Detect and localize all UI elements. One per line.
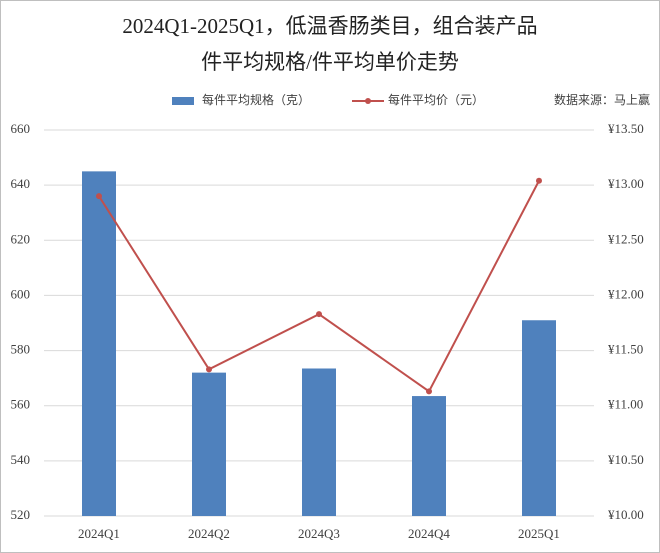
- y-tick-label: 520: [11, 507, 31, 522]
- y2-tick-label: ¥11.50: [608, 342, 643, 357]
- x-tick-label: 2024Q4: [408, 526, 450, 541]
- chart-title: 件平均规格/件平均单价走势: [201, 50, 459, 74]
- x-tick-label: 2025Q1: [518, 526, 560, 541]
- legend-swatch: [365, 98, 371, 104]
- y-tick-label: 640: [11, 176, 31, 191]
- line-marker: [316, 311, 322, 318]
- y2-tick-label: ¥12.50: [608, 231, 644, 246]
- chart-title: 2024Q1-2025Q1，低温香肠类目，组合装产品: [122, 14, 537, 38]
- line-marker: [426, 388, 432, 395]
- x-tick-label: 2024Q2: [188, 526, 230, 541]
- y-tick-label: 660: [11, 121, 31, 136]
- line-marker: [536, 177, 542, 184]
- bar: [82, 171, 116, 516]
- y2-tick-label: ¥10.00: [608, 507, 644, 522]
- y2-tick-label: ¥13.00: [608, 176, 644, 191]
- y2-tick-label: ¥12.00: [608, 286, 644, 301]
- bar: [192, 372, 226, 516]
- x-tick-label: 2024Q3: [298, 526, 340, 541]
- y-tick-label: 600: [11, 286, 31, 301]
- bar: [412, 396, 446, 516]
- bar: [522, 320, 556, 516]
- legend-label: 每件平均规格（克）: [202, 92, 310, 107]
- legend-label: 每件平均价（元）: [388, 92, 484, 107]
- line-marker: [206, 366, 212, 373]
- y2-tick-label: ¥11.00: [608, 397, 643, 412]
- y2-tick-label: ¥10.50: [608, 452, 644, 467]
- bar: [302, 368, 336, 516]
- legend-swatch: [172, 97, 194, 105]
- y-tick-label: 620: [11, 231, 31, 246]
- line-marker: [96, 193, 102, 200]
- y-tick-label: 560: [11, 397, 31, 412]
- x-tick-label: 2024Q1: [78, 526, 120, 541]
- y-tick-label: 580: [11, 342, 31, 357]
- y-tick-label: 540: [11, 452, 31, 467]
- source-note: 数据来源：马上赢: [554, 92, 650, 107]
- y2-tick-label: ¥13.50: [608, 121, 644, 136]
